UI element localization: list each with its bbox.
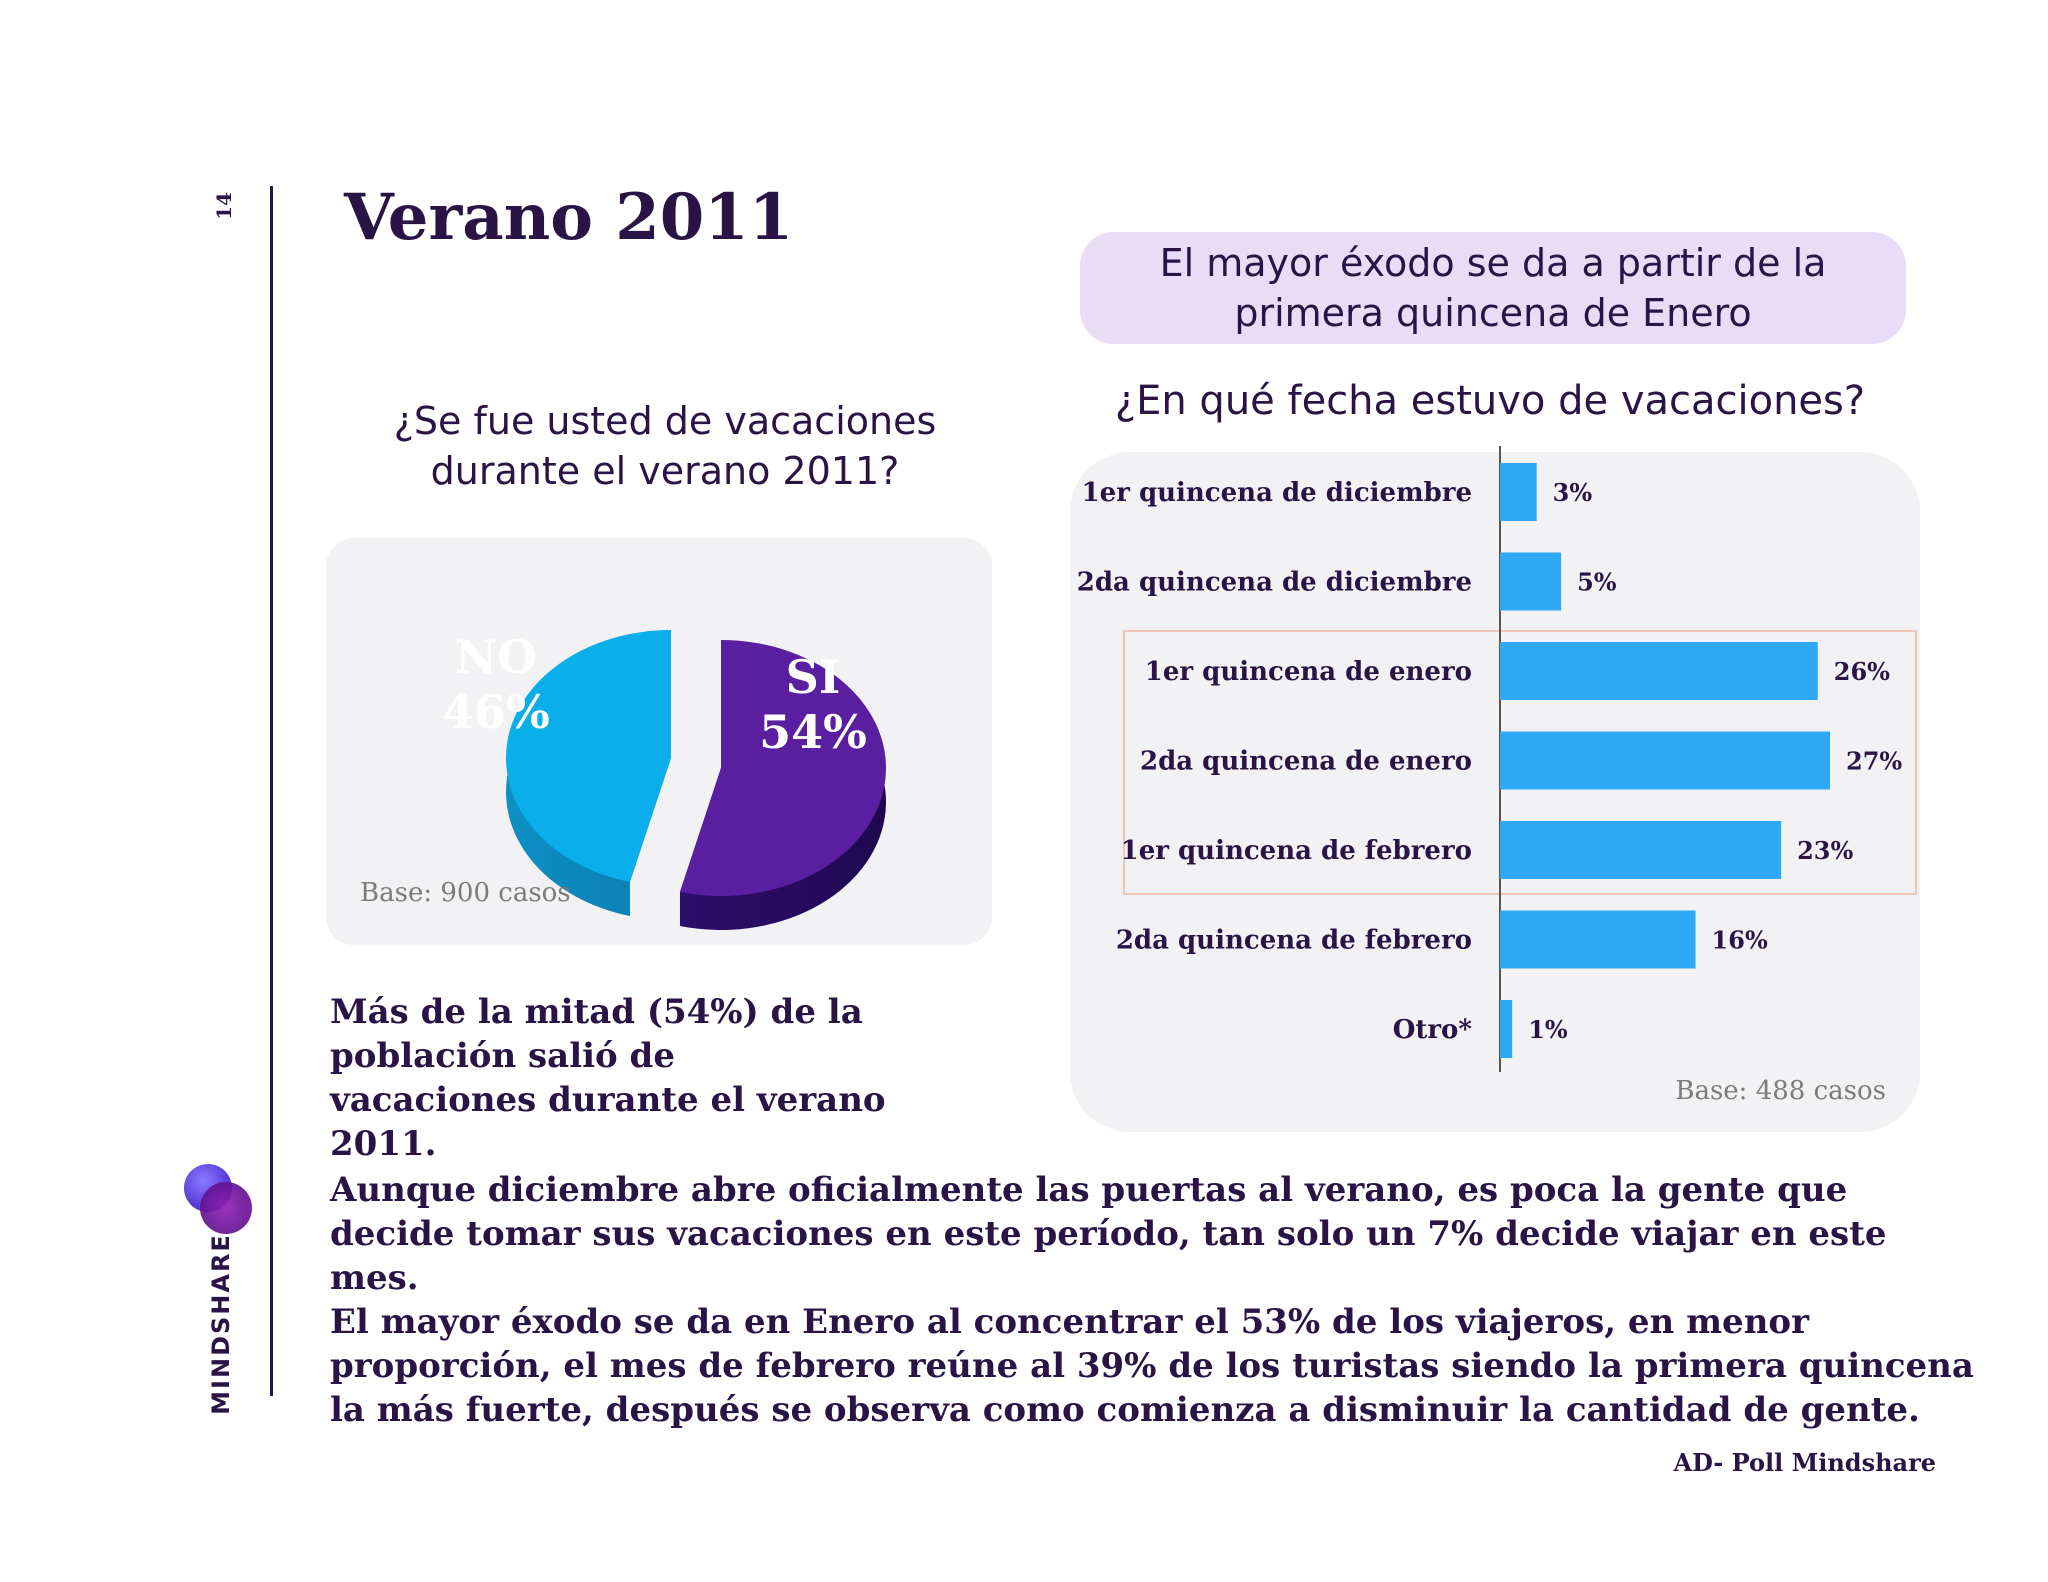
page-title: Verano 2011: [344, 180, 794, 255]
pie-base-note: Base: 900 casos: [360, 878, 571, 908]
bar: [1500, 821, 1782, 879]
bar: [1500, 731, 1830, 790]
pie-slice-si: [679, 640, 886, 896]
bar-question: ¿En qué fecha estuvo de vacaciones?: [1114, 378, 1866, 424]
pie-chart: NO 46% SI 54%: [442, 630, 886, 930]
bar-category-label: 2da quincena de febrero: [1116, 926, 1472, 956]
bar: [1500, 463, 1537, 521]
vertical-divider: [270, 186, 273, 1396]
bar-chart: 1er quincena de diciembre 3% 2da quincena …: [1077, 446, 1917, 1072]
footer-credit: AD- Poll Mindshare: [1673, 1448, 1936, 1477]
bar-category-label: Otro*: [1393, 1015, 1473, 1045]
page-number-text: 14: [212, 192, 236, 220]
bar-category-label: 1er quincena de diciembre: [1082, 478, 1472, 508]
brand-wordmark: MINDSHARE: [150, 1233, 260, 1415]
bar-base-note: Base: 488 casos: [1675, 1076, 1886, 1106]
page-number: 14: [212, 186, 236, 226]
bar-value-label: 3%: [1553, 478, 1593, 507]
bar-value-label: 27%: [1846, 747, 1902, 776]
bar-value-label: 1%: [1528, 1015, 1568, 1044]
pie-label-si-name: SI: [786, 650, 841, 704]
headline-callout: El mayor éxodo se da a partir de la prim…: [1080, 232, 1906, 344]
bar: [1500, 642, 1818, 700]
bar-value-label: 5%: [1577, 568, 1617, 597]
pie-label-si-value: 54%: [759, 705, 867, 759]
bar: [1500, 910, 1696, 969]
mindshare-logo-icon: [184, 1164, 252, 1234]
body-paragraph-1: Aunque diciembre abre oficialmente las p…: [330, 1170, 1887, 1298]
pie-slice-no: [506, 630, 671, 882]
pie-question: ¿Se fue usted de vacaciones durante el v…: [393, 399, 937, 493]
body-paragraph-2: El mayor éxodo se da en Enero al concent…: [330, 1302, 1974, 1430]
bar-value-label: 16%: [1712, 926, 1768, 955]
pie-label-no-value: 46%: [442, 685, 550, 739]
bar-category-label: 2da quincena de diciembre: [1077, 568, 1472, 598]
bar-panel: [1070, 452, 1920, 1132]
highlight-box: [1123, 630, 1917, 895]
brand-name: MINDSHARE: [206, 1233, 235, 1415]
bar-category-label: 1er quincena de febrero: [1121, 836, 1472, 866]
pie-summary: Más de la mitad (54%) de la población sa…: [330, 992, 886, 1164]
bar-value-label: 23%: [1797, 836, 1853, 865]
bar-category-label: 2da quincena de enero: [1140, 747, 1472, 777]
body-text: Aunque diciembre abre oficialmente las p…: [330, 1168, 1980, 1432]
bar: [1500, 1000, 1513, 1058]
bar-value-label: 26%: [1834, 657, 1890, 686]
pie-label-no-name: NO: [455, 630, 537, 684]
bar: [1500, 552, 1562, 611]
bar-category-label: 1er quincena de enero: [1145, 657, 1472, 687]
